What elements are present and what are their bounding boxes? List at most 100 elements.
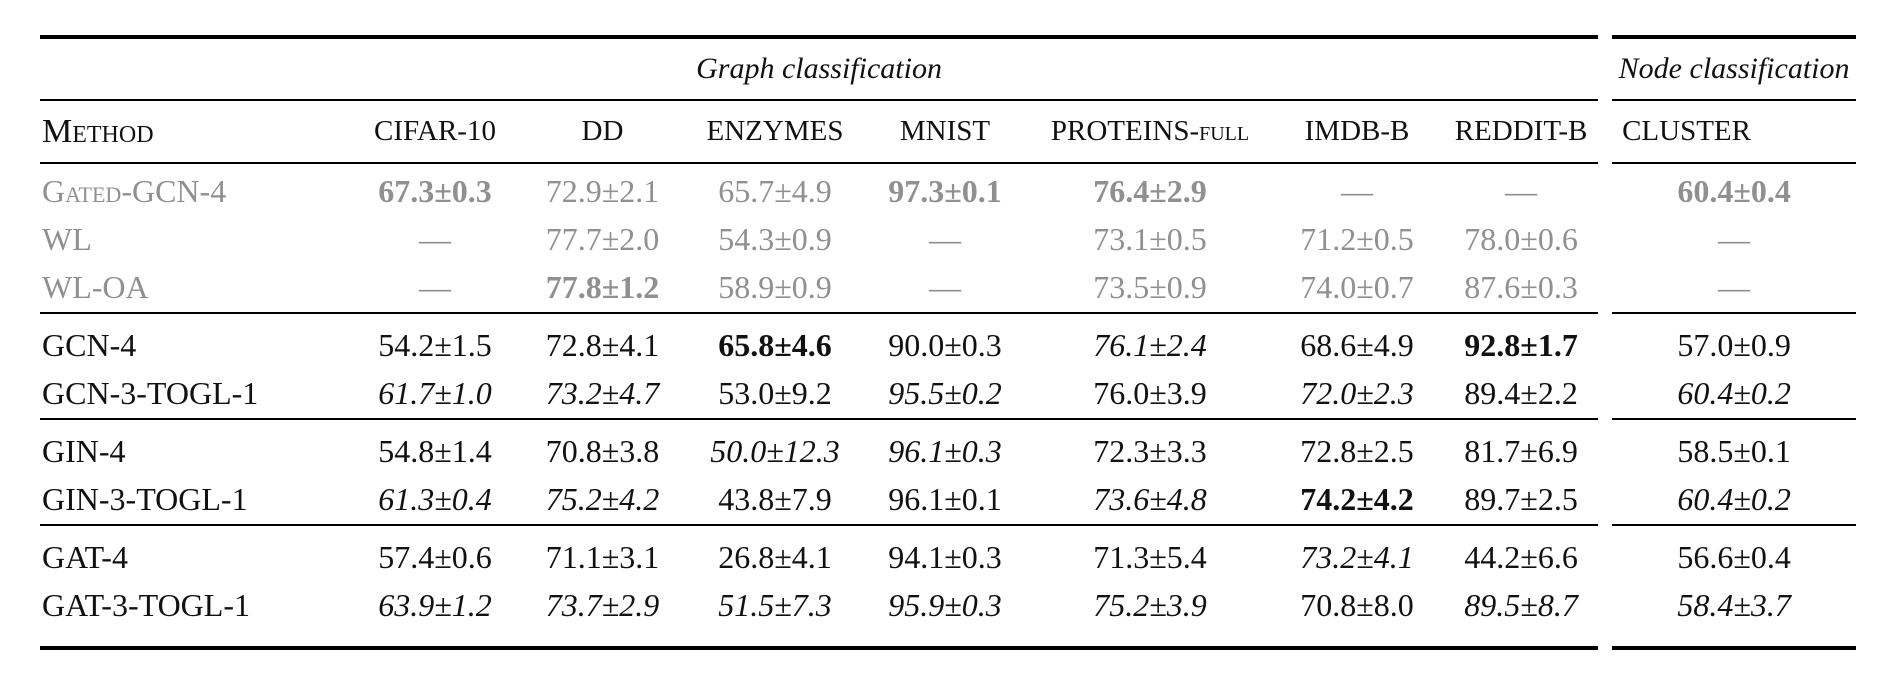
column-group-gap bbox=[1598, 100, 1612, 163]
value-cell: 73.5±0.9 bbox=[1093, 269, 1207, 306]
column-header-mnist: MNIST bbox=[860, 100, 1030, 164]
value-cell: 72.3±3.3 bbox=[1030, 418, 1270, 476]
node-classification-group-header: Node classification bbox=[1612, 35, 1857, 101]
value-cell: 95.9±0.3 bbox=[860, 582, 1030, 650]
value-cell: 54.3±0.9 bbox=[718, 221, 832, 258]
value-cell: 51.5±7.3 bbox=[690, 582, 860, 650]
value-cell: 54.8±1.4 bbox=[355, 418, 515, 476]
value-cell: 74.2±4.2 bbox=[1300, 481, 1414, 518]
table-row: GAT-4 57.4±0.6 71.1±3.1 26.8±4.1 94.1±0.3 71.… bbox=[40, 524, 1857, 582]
column-group-gap bbox=[1598, 264, 1612, 313]
value-cell: 58.9±0.9 bbox=[718, 269, 832, 306]
value-cell: 56.6±0.4 bbox=[1612, 524, 1857, 582]
method-name: GCN-4 bbox=[40, 312, 355, 370]
value-cell: 89.7±2.5 bbox=[1464, 481, 1578, 518]
value-cell: 73.1±0.5 bbox=[1093, 221, 1207, 258]
column-group-gap bbox=[1598, 313, 1612, 370]
value-cell: 58.5±0.1 bbox=[1612, 418, 1857, 476]
value-cell: 76.1±2.4 bbox=[1030, 312, 1270, 370]
value-cell: 71.1±3.1 bbox=[515, 524, 690, 582]
value-cell: 65.7±4.9 bbox=[718, 173, 832, 210]
table-row: GIN-4 54.8±1.4 70.8±3.8 50.0±12.3 96.1±0.3 72… bbox=[40, 418, 1857, 476]
value-cell: 68.6±4.9 bbox=[1270, 312, 1444, 370]
value-cell: — bbox=[1341, 173, 1373, 210]
table-row: Gated-GCN-4 67.3±0.3 72.9±2.1 65.7±4.9 97.3±… bbox=[40, 163, 1856, 216]
value-cell: 61.3±0.4 bbox=[378, 481, 492, 518]
value-cell: 78.0±0.6 bbox=[1464, 221, 1578, 258]
value-cell: 76.4±2.9 bbox=[1093, 173, 1207, 210]
value-cell: 72.0±2.3 bbox=[1300, 375, 1414, 412]
column-header-imdb-b: IMDB-B bbox=[1270, 100, 1444, 164]
value-cell: 60.4±0.2 bbox=[1677, 375, 1791, 412]
value-cell: 92.8±1.7 bbox=[1444, 312, 1599, 370]
value-cell: 72.8±2.5 bbox=[1270, 418, 1444, 476]
value-cell: 26.8±4.1 bbox=[690, 524, 860, 582]
value-cell: 43.8±7.9 bbox=[718, 481, 832, 518]
value-cell: 77.7±2.0 bbox=[545, 221, 660, 258]
value-cell: 70.8±8.0 bbox=[1270, 582, 1444, 650]
value-cell: 57.0±0.9 bbox=[1612, 312, 1857, 370]
column-group-gap bbox=[1598, 582, 1612, 648]
column-header-method: Method bbox=[40, 100, 355, 164]
method-name: WL-OA bbox=[42, 269, 149, 306]
value-cell: 75.2±3.9 bbox=[1030, 582, 1270, 650]
column-group-gap bbox=[1598, 476, 1612, 525]
column-header-dd: DD bbox=[515, 100, 690, 164]
method-name: GAT-3-TOGL-1 bbox=[40, 582, 355, 650]
value-cell: 70.8±3.8 bbox=[515, 418, 690, 476]
value-cell: 81.7±6.9 bbox=[1444, 418, 1599, 476]
value-cell: 77.8±1.2 bbox=[545, 269, 660, 306]
value-cell: — bbox=[1718, 269, 1751, 306]
value-cell: 73.7±2.9 bbox=[515, 582, 690, 650]
value-cell: 60.4±0.4 bbox=[1677, 173, 1791, 210]
column-header-cifar-10: CIFAR-10 bbox=[355, 100, 515, 164]
value-cell: 73.2±4.7 bbox=[545, 375, 660, 412]
column-header-row: Method CIFAR-10 DD ENZYMES MNIST PROTEIN… bbox=[40, 100, 1857, 164]
value-cell: — bbox=[419, 221, 451, 258]
value-cell: 94.1±0.3 bbox=[860, 524, 1030, 582]
method-name: GIN-3-TOGL-1 bbox=[42, 481, 248, 518]
value-cell: — bbox=[1718, 221, 1751, 258]
column-header-enzymes: ENZYMES bbox=[690, 100, 860, 164]
table-row: WL-OA — 77.8±1.2 58.9±0.9 — 73.5±0.9 74.0±0.7 8… bbox=[40, 264, 1856, 313]
group-header-row: Graph classification Node classification bbox=[40, 35, 1857, 101]
value-cell: 76.0±3.9 bbox=[1093, 375, 1207, 412]
value-cell: 74.0±0.7 bbox=[1300, 269, 1414, 306]
value-cell: 89.5±8.7 bbox=[1444, 582, 1599, 650]
value-cell: 53.0±9.2 bbox=[718, 375, 832, 412]
value-cell: 89.4±2.2 bbox=[1464, 375, 1578, 412]
value-cell: 67.3±0.3 bbox=[378, 173, 492, 210]
value-cell: 90.0±0.3 bbox=[860, 312, 1030, 370]
method-name: GIN-4 bbox=[40, 418, 355, 476]
column-header-reddit-b: REDDIT-B bbox=[1444, 100, 1599, 164]
column-header-cluster: CLUSTER bbox=[1612, 100, 1857, 164]
results-table-container: Graph classification Node classification… bbox=[40, 35, 1857, 650]
value-cell: 72.9±2.1 bbox=[545, 173, 660, 210]
value-cell: 50.0±12.3 bbox=[690, 418, 860, 476]
method-name: GCN-3-TOGL-1 bbox=[42, 375, 259, 412]
table-row: GCN-4 54.2±1.5 72.8±4.1 65.8±4.6 90.0±0.3 76.… bbox=[40, 312, 1857, 370]
value-cell: 75.2±4.2 bbox=[545, 481, 660, 518]
value-cell: 72.8±4.1 bbox=[515, 312, 690, 370]
value-cell: 96.1±0.3 bbox=[860, 418, 1030, 476]
value-cell: 96.1±0.1 bbox=[888, 481, 1002, 518]
method-name: WL bbox=[42, 221, 92, 258]
value-cell: 97.3±0.1 bbox=[888, 173, 1002, 210]
value-cell: 44.2±6.6 bbox=[1444, 524, 1599, 582]
table-row: WL — 77.7±2.0 54.3±0.9 — 73.1±0.5 71.2±0.5 78.0… bbox=[40, 216, 1856, 264]
column-group-gap bbox=[1598, 370, 1612, 419]
value-cell: 58.4±3.7 bbox=[1612, 582, 1857, 650]
table-row: GCN-3-TOGL-1 61.7±1.0 73.2±4.7 53.0±9.2 95.5… bbox=[40, 370, 1856, 419]
value-cell: 95.5±0.2 bbox=[888, 375, 1002, 412]
table-row: GAT-3-TOGL-1 63.9±1.2 73.7±2.9 51.5±7.3 95.9… bbox=[40, 582, 1857, 650]
column-group-gap bbox=[1598, 525, 1612, 582]
table-body: Gated-GCN-4 67.3±0.3 72.9±2.1 65.7±4.9 97.3±… bbox=[40, 163, 1857, 650]
value-cell: 87.6±0.3 bbox=[1464, 269, 1578, 306]
value-cell: 71.3±5.4 bbox=[1030, 524, 1270, 582]
value-cell: 60.4±0.2 bbox=[1677, 481, 1791, 518]
table-row: GIN-3-TOGL-1 61.3±0.4 75.2±4.2 43.8±7.9 96.1… bbox=[40, 476, 1856, 525]
value-cell: 71.2±0.5 bbox=[1300, 221, 1414, 258]
method-name: Gated-GCN-4 bbox=[42, 173, 227, 210]
value-cell: 57.4±0.6 bbox=[355, 524, 515, 582]
column-group-gap bbox=[1598, 37, 1612, 100]
